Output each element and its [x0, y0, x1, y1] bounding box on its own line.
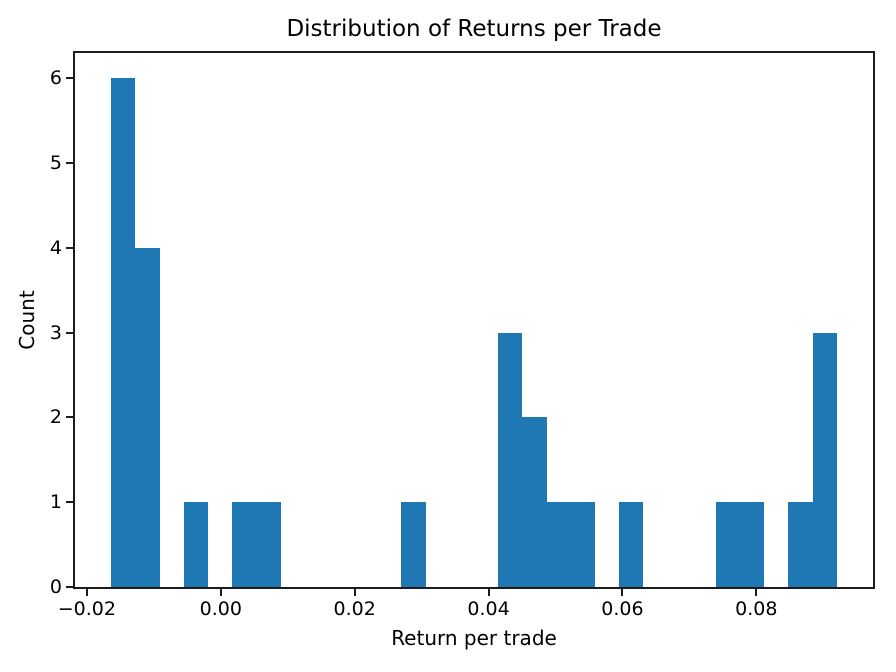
x-tick-label: 0.00 [199, 598, 242, 620]
x-tick [219, 589, 222, 596]
x-tick-label: 0.04 [467, 598, 510, 620]
y-axis-label: Count [15, 290, 39, 350]
y-tick-label: 6 [49, 67, 62, 90]
y-tick [66, 501, 73, 504]
x-tick [755, 589, 758, 596]
x-axis-label: Return per trade [391, 626, 557, 650]
y-tick-label: 4 [49, 236, 62, 259]
histogram-bar [111, 78, 136, 587]
histogram-bar [546, 502, 571, 587]
x-tick-label: 0.08 [735, 598, 778, 620]
plot-area [73, 51, 875, 589]
histogram-bar [570, 502, 595, 587]
histogram-bar [232, 502, 257, 587]
histogram-bar [183, 502, 208, 587]
chart-title: Distribution of Returns per Trade [286, 16, 662, 42]
x-tick [621, 589, 624, 596]
histogram-bar [812, 332, 837, 587]
y-tick-label: 5 [49, 152, 62, 175]
histogram-bar [135, 247, 160, 587]
y-tick [66, 162, 73, 165]
x-tick-label: −0.02 [57, 598, 116, 620]
x-tick [487, 589, 490, 596]
y-tick [66, 586, 73, 588]
y-tick-label: 1 [49, 491, 62, 514]
y-tick [66, 77, 73, 80]
x-tick-label: 0.02 [333, 598, 376, 620]
histogram-bar [788, 502, 813, 587]
y-tick-label: 2 [49, 406, 62, 429]
y-tick [66, 246, 73, 249]
x-tick [353, 589, 356, 596]
histogram-bar [522, 417, 547, 587]
histogram-bar [619, 502, 644, 587]
y-tick-label: 3 [49, 321, 62, 344]
histogram-bar [740, 502, 765, 587]
x-tick-label: 0.06 [601, 598, 644, 620]
y-tick [66, 416, 73, 419]
histogram-bar [715, 502, 740, 587]
histogram-bar [256, 502, 281, 587]
x-tick [85, 589, 88, 596]
y-tick [66, 331, 73, 334]
y-tick-label: 0 [49, 576, 62, 598]
histogram-bar [498, 332, 523, 587]
histogram-bar [401, 502, 426, 587]
